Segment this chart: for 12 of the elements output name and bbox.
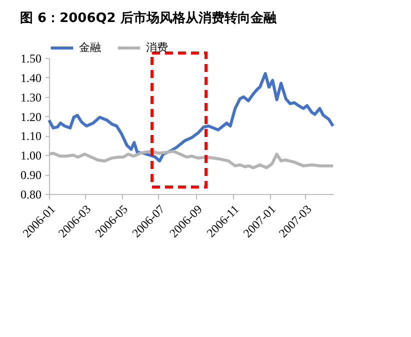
y-tick-label: 1.50 xyxy=(20,52,42,66)
legend-label: 金融 xyxy=(79,41,101,54)
y-tick-label: 1.30 xyxy=(20,90,42,104)
y-tick-label: 1.00 xyxy=(20,148,42,163)
y-tick-label: 0.80 xyxy=(20,188,42,202)
y-tick-label: 1.40 xyxy=(20,70,42,85)
legend-label: 消费 xyxy=(146,41,168,54)
y-tick-label: 1.20 xyxy=(20,110,42,124)
y-tick-label: 1.10 xyxy=(20,129,42,144)
line-series xyxy=(48,72,334,162)
chart-title: 图 6：2006Q2 后市场风格从消费转向金融 xyxy=(20,10,278,26)
y-tick-label: 0.90 xyxy=(20,168,42,182)
